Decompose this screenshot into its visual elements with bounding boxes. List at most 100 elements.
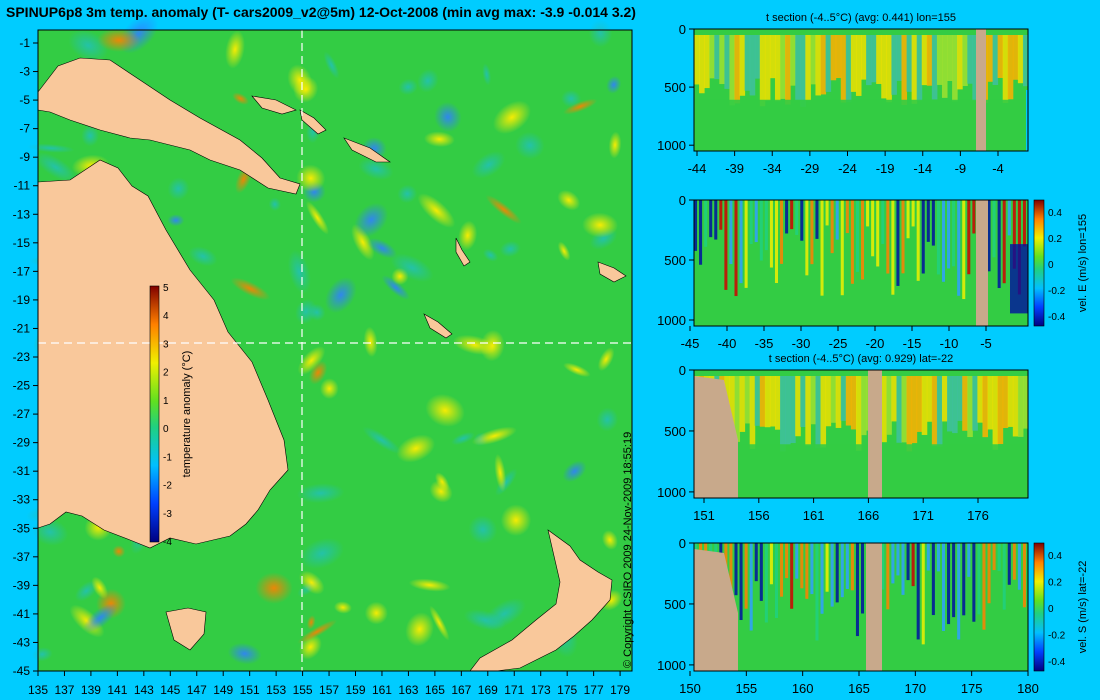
map-anomaly-patch bbox=[74, 580, 98, 602]
section-cell bbox=[936, 35, 943, 85]
map-anomaly-patch bbox=[463, 609, 506, 631]
section-x-tick-label: 170 bbox=[904, 681, 926, 696]
section-x-tick-label: 166 bbox=[858, 508, 880, 523]
map-anomaly-patch bbox=[492, 100, 531, 134]
section-title: t section (-4..5°C) (avg: 0.929) lat=-22 bbox=[769, 353, 953, 365]
section-cell bbox=[896, 543, 900, 576]
section-cell bbox=[744, 543, 748, 609]
map-anomaly-patch bbox=[557, 190, 581, 211]
map-y-tick-label: -1 bbox=[19, 36, 30, 50]
map-y-tick-label: -45 bbox=[13, 664, 31, 678]
map-x-tick-label: 135 bbox=[28, 683, 48, 697]
section-x-tick-label: -34 bbox=[763, 161, 782, 176]
map-anomaly-patch bbox=[482, 248, 499, 262]
section-cell bbox=[764, 35, 771, 101]
section-cell bbox=[941, 376, 948, 422]
map-land-tasmania bbox=[165, 607, 207, 651]
section-x-tick-label: -44 bbox=[688, 161, 707, 176]
map-frame bbox=[37, 29, 633, 672]
map-x-tick-label: 169 bbox=[478, 683, 498, 697]
map-anomaly-patch bbox=[287, 64, 313, 96]
map-anomaly-patch bbox=[396, 434, 436, 463]
section-land bbox=[694, 549, 738, 671]
section-cell bbox=[952, 200, 956, 267]
section-x-tick-label: 155 bbox=[735, 681, 757, 696]
map-anomaly-patch bbox=[405, 612, 434, 647]
section-cell bbox=[962, 35, 968, 87]
map-y-tick-label: -15 bbox=[13, 236, 31, 250]
section-cell bbox=[861, 543, 865, 614]
section-colorbar-tick-label: 0.2 bbox=[1048, 578, 1062, 589]
section-y-tick-label: 500 bbox=[664, 80, 686, 95]
section-cell bbox=[916, 376, 923, 432]
section-cell bbox=[800, 200, 804, 241]
map-anomaly-patch bbox=[499, 241, 521, 257]
section-cell bbox=[886, 376, 892, 435]
section-x-tick-label: -5 bbox=[980, 336, 992, 351]
section-cell bbox=[694, 35, 700, 85]
map-x-tick-label: 177 bbox=[584, 683, 604, 697]
map-anomaly-patch bbox=[500, 504, 532, 537]
section-x-tick-label: -20 bbox=[866, 336, 885, 351]
section-cell bbox=[790, 543, 794, 609]
section-cell bbox=[714, 200, 718, 240]
section-land-strip bbox=[866, 543, 882, 671]
map-y-tick-label: -3 bbox=[19, 65, 30, 79]
section-cell bbox=[972, 376, 978, 431]
map-anomaly-patch bbox=[91, 576, 109, 599]
map-anomaly-patch bbox=[26, 143, 75, 153]
map-land-australia bbox=[37, 159, 289, 549]
section-cell bbox=[734, 376, 741, 442]
section-cell bbox=[962, 376, 968, 431]
section-cell bbox=[709, 200, 713, 238]
section-cell bbox=[896, 200, 900, 286]
map-anomaly-patch bbox=[588, 19, 613, 48]
map-anomaly-patch bbox=[425, 393, 465, 427]
section-cell bbox=[830, 376, 837, 423]
map-x-tick-label: 163 bbox=[398, 683, 418, 697]
section-cell bbox=[780, 35, 786, 99]
section-cell bbox=[810, 35, 816, 85]
section-cell bbox=[906, 35, 913, 92]
section-cell bbox=[694, 200, 698, 251]
section-land-strip bbox=[976, 200, 988, 326]
section-cell bbox=[1002, 200, 1006, 284]
section-cell bbox=[926, 376, 933, 422]
section-cell bbox=[957, 35, 963, 90]
section-cell bbox=[987, 200, 991, 272]
section-cell bbox=[1007, 200, 1011, 236]
section-cell bbox=[876, 200, 880, 267]
section-x-tick-label: 171 bbox=[912, 508, 934, 523]
section-cell bbox=[754, 543, 758, 582]
section-frame bbox=[693, 542, 1029, 672]
section-cell bbox=[916, 543, 920, 640]
map-anomaly-patch bbox=[81, 125, 99, 147]
section-cell bbox=[815, 35, 822, 96]
map-anomaly-patch bbox=[112, 545, 126, 558]
section-x-tick-label: 150 bbox=[679, 681, 701, 696]
map-anomaly-patch bbox=[296, 483, 345, 503]
section-cell bbox=[769, 35, 776, 79]
section-frame bbox=[693, 199, 1029, 327]
section-cell bbox=[729, 376, 735, 442]
section-cell bbox=[825, 543, 829, 592]
section-y-tick-label: 1000 bbox=[657, 138, 686, 153]
section-cell bbox=[830, 35, 837, 81]
section-y-tick-label: 1000 bbox=[657, 485, 686, 500]
section-colorbar-tick-label: 0.4 bbox=[1048, 208, 1062, 219]
section-cell bbox=[871, 35, 877, 83]
section-cell bbox=[1002, 376, 1009, 429]
map-land bbox=[37, 57, 627, 672]
section-cell bbox=[1017, 35, 1024, 84]
map-anomaly-patch bbox=[582, 212, 619, 238]
section-cell bbox=[906, 376, 913, 452]
section-cell bbox=[850, 543, 854, 591]
section-cell bbox=[769, 543, 773, 585]
section-deep-layer bbox=[694, 99, 1028, 151]
section-cell bbox=[967, 200, 971, 275]
section-cell bbox=[699, 200, 703, 265]
section-x-tick-label: 156 bbox=[748, 508, 770, 523]
section-x-tick-label: -30 bbox=[792, 336, 811, 351]
section-cell bbox=[982, 543, 986, 630]
section-colorbar-label: vel. S (m/s) lat=-22 bbox=[1077, 561, 1089, 654]
